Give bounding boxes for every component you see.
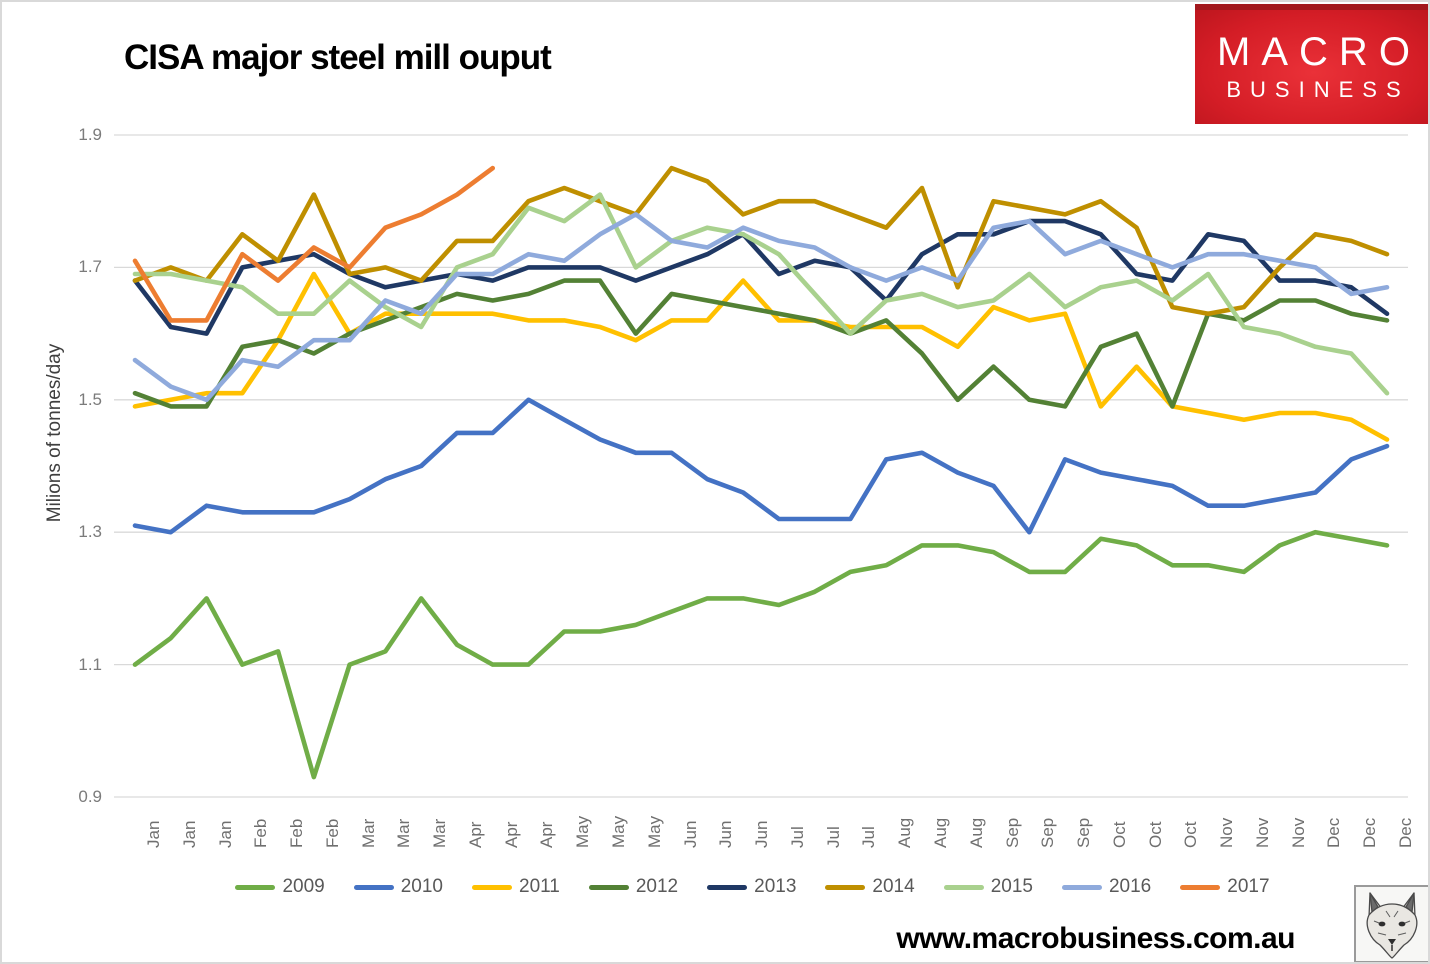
legend-swatch-icon <box>1180 884 1221 890</box>
y-tick-label: 1.5 <box>78 389 102 409</box>
x-tick-label: Apr <box>501 821 521 848</box>
legend-swatch-icon <box>1061 884 1102 890</box>
x-tick-label: Mar <box>430 818 450 848</box>
legend-item-2013: 2013 <box>707 876 796 898</box>
series-line-2016 <box>132 212 1390 403</box>
legend-item-2015: 2015 <box>943 876 1033 898</box>
x-tick-label: May <box>609 815 629 848</box>
x-tick-label: Feb <box>251 818 271 848</box>
x-tick-label: Feb <box>322 818 342 848</box>
x-tick-label: Sep <box>1002 817 1022 848</box>
x-tick-label: Aug <box>930 817 950 848</box>
x-tick-label: Feb <box>287 818 307 848</box>
x-tick-label: Mar <box>358 818 378 848</box>
y-tick-label: 0.9 <box>78 787 102 806</box>
x-tick-label: Dec <box>1396 817 1415 848</box>
series-line-2015 <box>132 192 1390 396</box>
x-tick-label: May <box>644 815 664 848</box>
x-tick-label: Nov <box>1252 817 1272 848</box>
x-tick-label: Nov <box>1288 817 1308 848</box>
x-tick-label: Jul <box>787 826 807 848</box>
series-line-2013 <box>132 218 1390 336</box>
legend-label: 2014 <box>872 876 915 897</box>
site-url-text: www.macrobusiness.com.au <box>896 922 1295 955</box>
x-tick-label: Jan <box>179 820 199 848</box>
x-tick-label: Dec <box>1360 817 1380 848</box>
x-tick-label: Oct <box>1109 821 1129 848</box>
x-tick-label: Jan <box>144 820 163 848</box>
legend-item-2012: 2012 <box>588 876 679 898</box>
legend-label: 2011 <box>519 876 560 897</box>
legend-item-2011: 2011 <box>472 876 560 898</box>
legend-item-2010: 2010 <box>353 876 443 898</box>
chart-legend: 2009 2010 2011 2012 2013 2014 2015 2016 2017 <box>2 876 1428 898</box>
series-line-2011 <box>132 271 1390 442</box>
macrobusiness-logo: MACRO BUSINESS <box>1195 4 1428 124</box>
legend-label: 2017 <box>1227 876 1270 897</box>
x-tick-label: Sep <box>1074 817 1094 848</box>
legend-label: 2009 <box>282 876 325 897</box>
x-tick-label: Jul <box>859 826 879 848</box>
legend-item-2014: 2014 <box>825 876 915 898</box>
legend-swatch-icon <box>588 884 629 890</box>
series-line-2017 <box>132 165 496 323</box>
legend-label: 2016 <box>1108 876 1152 897</box>
legend-label: 2013 <box>754 876 797 897</box>
y-tick-label: 1.1 <box>78 654 102 674</box>
legend-swatch-icon <box>707 884 748 890</box>
x-tick-label: Oct <box>1181 821 1201 848</box>
series-line-2009 <box>132 529 1390 780</box>
x-tick-label: Jun <box>680 820 700 848</box>
chart-title: CISA major steel mill ouput <box>124 38 552 77</box>
x-tick-label: Jun <box>752 820 772 848</box>
x-tick-label: Dec <box>1324 817 1344 848</box>
x-tick-label: Oct <box>1145 821 1165 848</box>
legend-swatch-icon <box>353 884 394 890</box>
x-tick-label: Aug <box>895 817 915 848</box>
y-tick-label: 1.9 <box>78 125 102 144</box>
y-tick-label: 1.3 <box>78 522 102 542</box>
legend-item-2016: 2016 <box>1061 876 1152 898</box>
series-line-2012 <box>132 278 1390 409</box>
legend-item-2017: 2017 <box>1180 876 1270 898</box>
legend-item-2009: 2009 <box>235 876 325 898</box>
macrobusiness-logo-line2: BUSINESS <box>1226 77 1410 102</box>
legend-swatch-icon <box>825 884 866 890</box>
x-tick-label: May <box>573 815 593 848</box>
legend-swatch-icon <box>472 884 512 890</box>
x-tick-label: Aug <box>966 817 986 848</box>
series-line-2014 <box>132 165 1390 317</box>
y-tick-label: 1.7 <box>78 257 102 277</box>
legend-swatch-icon <box>943 884 984 890</box>
x-tick-label: Jan <box>215 820 235 848</box>
legend-label: 2010 <box>400 876 443 897</box>
legend-swatch-icon <box>235 884 276 890</box>
legend-label: 2012 <box>635 876 679 897</box>
x-tick-label: Nov <box>1217 817 1237 848</box>
x-tick-label: Mar <box>394 818 414 848</box>
fox-sketch-icon <box>1354 885 1428 962</box>
x-tick-label: Sep <box>1038 817 1058 848</box>
x-tick-label: Jul <box>823 826 843 848</box>
x-tick-label: Apr <box>537 821 557 848</box>
series-line-2010 <box>132 397 1390 535</box>
legend-label: 2015 <box>990 876 1033 897</box>
x-tick-label: Jun <box>716 820 736 848</box>
x-tick-label: Apr <box>465 821 485 848</box>
macrobusiness-logo-line1: MACRO <box>1217 30 1421 74</box>
